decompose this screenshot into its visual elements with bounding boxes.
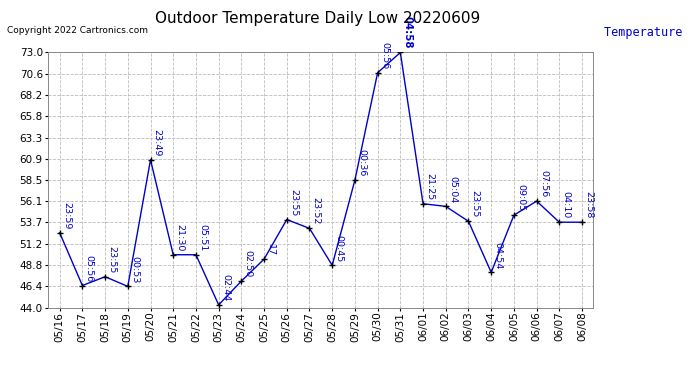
Text: 00:53: 00:53	[130, 255, 139, 283]
Text: 23:58: 23:58	[584, 191, 593, 219]
Text: 21:30: 21:30	[175, 224, 184, 251]
Text: 00:36: 00:36	[357, 149, 366, 177]
Text: 02:50: 02:50	[244, 251, 253, 278]
Text: 05:04: 05:04	[448, 176, 457, 203]
Text: 23:52: 23:52	[312, 198, 321, 225]
Text: 09:05: 09:05	[516, 184, 525, 211]
Text: Copyright 2022 Cartronics.com: Copyright 2022 Cartronics.com	[7, 26, 148, 35]
Text: 04:10: 04:10	[562, 192, 571, 219]
Text: Outdoor Temperature Daily Low 20220609: Outdoor Temperature Daily Low 20220609	[155, 11, 480, 26]
Text: Temperature (°F): Temperature (°F)	[604, 26, 690, 39]
Text: 23:49: 23:49	[152, 129, 161, 156]
Text: 00:45: 00:45	[335, 234, 344, 262]
Text: 04:54: 04:54	[493, 242, 502, 269]
Text: 23:55: 23:55	[289, 189, 298, 216]
Text: 23:55: 23:55	[108, 246, 117, 273]
Text: 07:56: 07:56	[539, 170, 548, 198]
Text: 05:51: 05:51	[198, 224, 207, 251]
Text: 17: 17	[266, 244, 275, 256]
Text: 05:56: 05:56	[380, 42, 389, 69]
Text: 21:25: 21:25	[425, 173, 434, 200]
Text: 23:59: 23:59	[62, 202, 71, 229]
Text: 02:44: 02:44	[221, 274, 230, 302]
Text: 04:58: 04:58	[403, 16, 413, 49]
Text: 05:56: 05:56	[85, 255, 94, 282]
Text: 23:55: 23:55	[471, 190, 480, 218]
